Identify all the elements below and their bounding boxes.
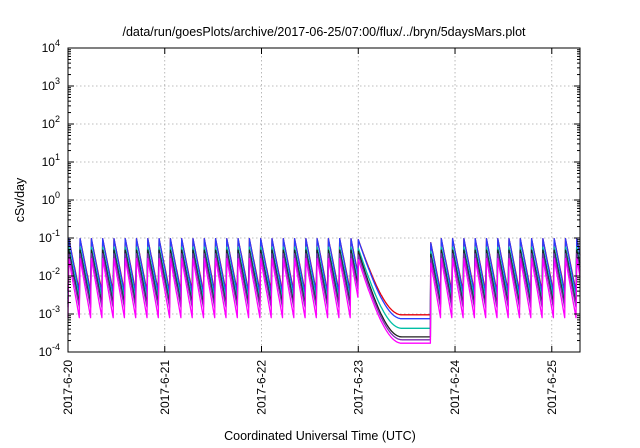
y-tick-label: 104 [42,38,60,55]
series-line [67,257,581,344]
x-tick-label: 2017-6-20 [61,360,75,415]
y-tick-label: 10-1 [39,228,60,245]
y-axis: 10-4 10-3 10-2 10-1 100 101 102 103 104 [39,38,580,359]
y-tick-label: 10-4 [39,342,60,359]
chart-title: /data/run/goesPlots/archive/2017-06-25/0… [122,25,526,39]
x-tick-label: 2017-6-25 [545,360,559,415]
x-tick-label: 2017-6-23 [351,360,365,415]
series-lines [67,237,581,344]
y-tick-label: 103 [42,76,60,93]
y-tick-label: 10-3 [39,304,60,321]
y-tick-label: 102 [42,114,60,131]
y-axis-label: cSv/day [13,177,27,222]
y-tick-label: 100 [42,190,60,207]
x-tick-label: 2017-6-21 [158,360,172,415]
y-tick-label: 101 [42,152,60,169]
y-tick-label: 10-2 [39,266,60,283]
series-line [67,246,581,329]
x-tick-label: 2017-6-22 [255,360,269,415]
x-tick-label: 2017-6-24 [448,360,462,415]
series-line [67,253,581,341]
series-line [67,238,581,320]
x-axis: 2017-6-20 2017-6-21 2017-6-22 2017-6-23 2017… [61,48,559,415]
x-axis-label: Coordinated Universal Time (UTC) [224,429,416,443]
